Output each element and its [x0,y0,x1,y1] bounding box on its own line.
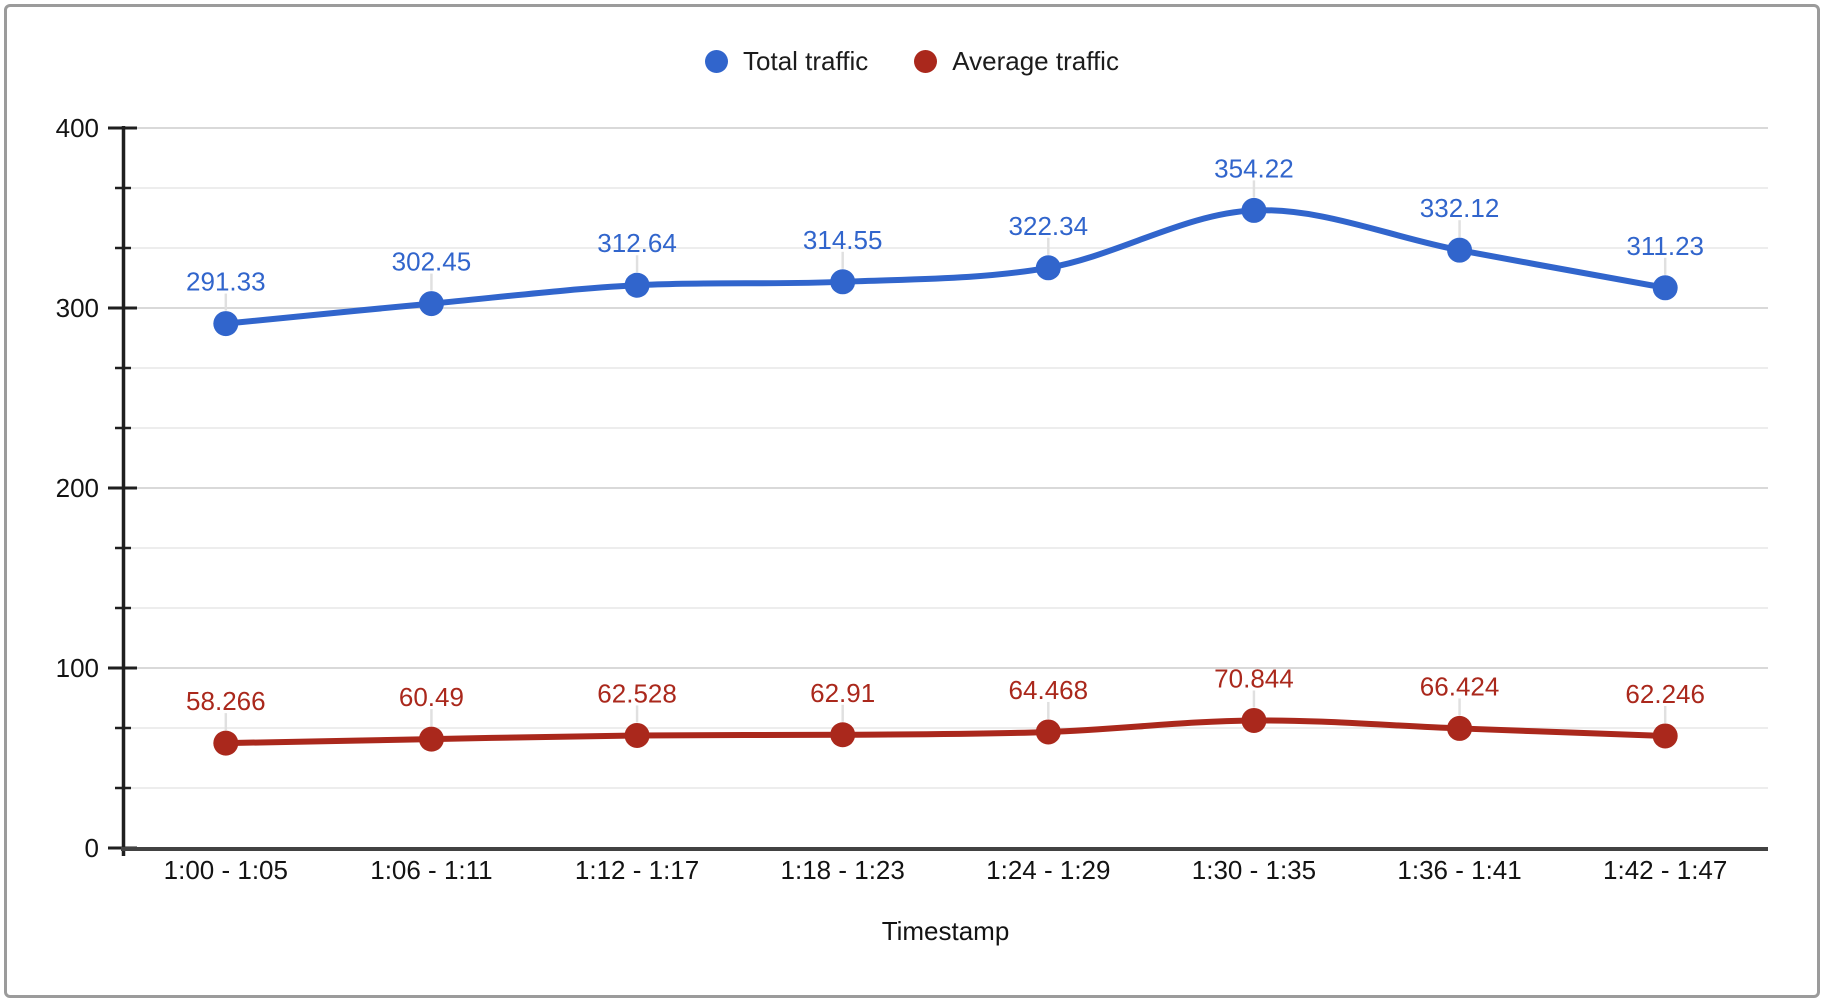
data-point [1652,275,1678,301]
data-label: 291.33 [186,267,266,297]
data-label: 60.49 [399,682,464,712]
data-label: 311.23 [1626,231,1704,261]
legend-item-average-traffic: Average traffic [914,48,1119,74]
data-label: 62.91 [810,678,875,708]
data-point [830,269,856,295]
data-label: 302.45 [392,247,472,277]
x-tick-label: 1:18 - 1:23 [781,855,905,885]
data-point [418,291,444,317]
data-point [418,726,444,752]
data-point [1035,255,1061,281]
y-axis: 0 100 200 300 400 [56,113,137,863]
data-label: 354.22 [1214,153,1294,183]
data-label: 64.468 [1009,675,1089,705]
y-tick-label: 200 [56,473,99,503]
y-tick-label: 100 [56,653,99,683]
data-point [1447,715,1473,741]
y-tick-label: 300 [56,293,99,323]
data-point [830,722,856,748]
series-average-traffic: 58.266 60.49 62.528 62.91 64.468 70.844 66.424… [186,663,1705,756]
x-tick-label: 1:42 - 1:47 [1603,855,1727,885]
data-point [624,272,650,298]
x-tick-label: 1:30 - 1:35 [1192,855,1316,885]
x-tick-label: 1:06 - 1:11 [370,855,492,885]
data-point [213,730,239,756]
data-point [1241,197,1267,223]
y-tick-label: 400 [56,113,99,143]
x-tick-label: 1:24 - 1:29 [986,855,1110,885]
data-label: 312.64 [597,228,677,258]
data-point [624,722,650,748]
chart-legend: Total traffic Average traffic [0,48,1824,74]
x-axis-labels: 1:00 - 1:05 1:06 - 1:11 1:12 - 1:17 1:18 - … [164,855,1728,885]
data-label: 62.528 [597,678,677,708]
data-label: 66.424 [1420,671,1500,701]
data-label: 58.266 [186,686,266,716]
data-point [1241,707,1267,733]
legend-label: Total traffic [743,46,869,76]
data-label: 62.246 [1625,679,1705,709]
data-point [1652,723,1678,749]
series-total-traffic: 291.33 302.45 312.64 314.55 322.34 354.22 332.… [186,153,1704,337]
chart-frame[interactable] [4,4,1820,998]
data-point [213,311,239,337]
data-label: 332.12 [1420,193,1500,223]
legend-item-total-traffic: Total traffic [705,48,868,74]
series-line [222,207,1669,327]
x-axis-title: Timestamp [881,916,1010,946]
legend-marker-icon [914,49,938,73]
legend-marker-icon [705,49,729,73]
x-tick-label: 1:36 - 1:41 [1397,855,1521,885]
series-line [222,717,1669,747]
data-point [1035,719,1061,745]
y-tick-label: 0 [85,833,99,863]
data-label: 322.34 [1009,211,1089,241]
x-tick-label: 1:12 - 1:17 [575,855,699,885]
data-point [1447,237,1473,263]
data-label: 314.55 [803,225,883,255]
x-tick-label: 1:00 - 1:05 [164,855,288,885]
data-label: 70.844 [1214,663,1294,693]
legend-label: Average traffic [952,46,1119,76]
